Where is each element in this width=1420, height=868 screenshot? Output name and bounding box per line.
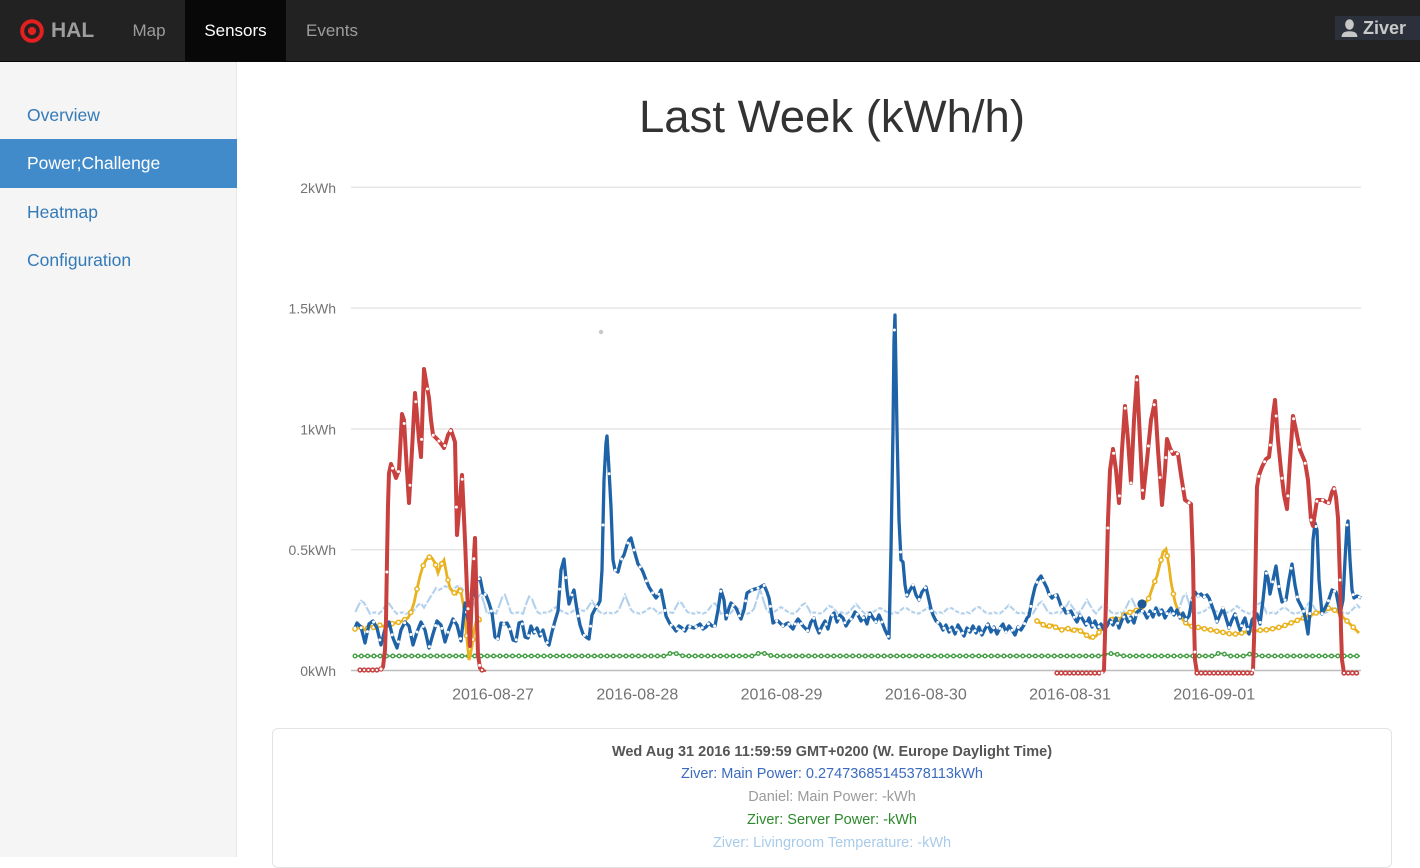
svg-text:2016-08-29: 2016-08-29 (741, 687, 823, 704)
svg-text:2016-09-01: 2016-09-01 (1173, 687, 1255, 704)
svg-text:1kWh: 1kWh (300, 421, 336, 437)
svg-text:2016-08-30: 2016-08-30 (885, 687, 967, 704)
svg-text:0.5kWh: 0.5kWh (289, 542, 336, 558)
svg-text:2016-08-28: 2016-08-28 (596, 687, 678, 704)
svg-text:0kWh: 0kWh (300, 663, 336, 679)
svg-text:2016-08-31: 2016-08-31 (1029, 687, 1111, 704)
svg-text:1.5kWh: 1.5kWh (289, 301, 336, 317)
svg-text:2016-08-27: 2016-08-27 (452, 687, 534, 704)
svg-text:2kWh: 2kWh (300, 180, 336, 196)
